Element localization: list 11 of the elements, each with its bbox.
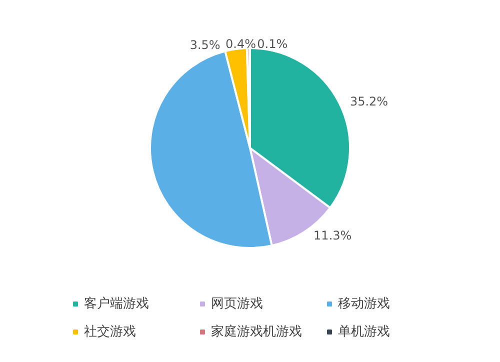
legend-label: 社交游戏: [84, 324, 136, 340]
legend-label: 家庭游戏机游戏: [211, 324, 302, 340]
legend-label: 客户端游戏: [84, 296, 149, 312]
data-label: 0.1%: [257, 37, 288, 51]
data-label: 11.3%: [314, 228, 352, 242]
legend-label: 移动游戏: [338, 296, 390, 312]
data-label: 3.5%: [190, 38, 220, 52]
legend-label: 单机游戏: [338, 324, 390, 340]
data-label: 35.2%: [350, 94, 388, 108]
legend-label: 网页游戏: [211, 296, 263, 312]
data-label: 0.4%: [226, 37, 256, 52]
